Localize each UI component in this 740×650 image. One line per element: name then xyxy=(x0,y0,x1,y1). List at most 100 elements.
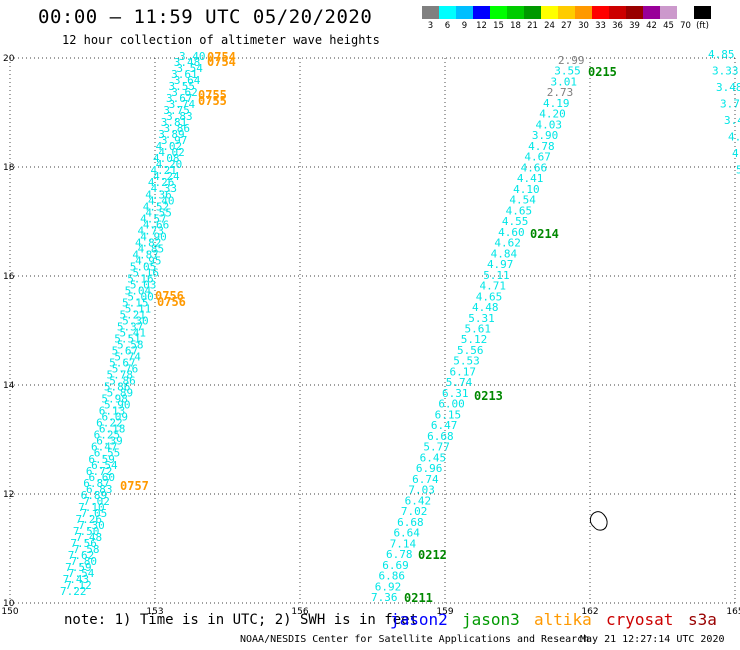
jason3-wave-height: 4.85 xyxy=(708,48,735,61)
altika-wave-height: 5.11 xyxy=(125,302,152,315)
x-tick-label: 150 xyxy=(1,607,18,617)
altika-wave-height: 4.20 xyxy=(156,158,183,171)
altika-wave-height: 5.41 xyxy=(120,327,147,340)
altika-wave-height: 7.10 xyxy=(78,501,105,514)
altika-wave-height: 7.80 xyxy=(70,555,97,568)
altika-wave-height: 5.98 xyxy=(101,393,128,406)
jason3-wave-height: 4.71 xyxy=(479,280,506,293)
jason3-pass-label: 0212 xyxy=(418,548,447,562)
altika-wave-height: 5.16 xyxy=(127,272,154,285)
altika-wave-height: 4.57 xyxy=(140,212,167,225)
altika-pass-label: 0755 xyxy=(198,88,227,102)
altika-wave-height: 4.36 xyxy=(145,188,172,201)
altika-wave-height: 7.62 xyxy=(68,549,95,562)
jason3-wave-height: 4.1 xyxy=(732,147,740,160)
altika-wave-height: 5.67 xyxy=(109,357,136,370)
legend-swatch xyxy=(473,6,490,19)
jason3-wave-height: 5.0 xyxy=(736,164,740,177)
altika-wave-height: 6.60 xyxy=(89,471,116,484)
altika-wave-height: 5.16 xyxy=(132,266,159,279)
altika-wave-height: 5.89 xyxy=(107,387,133,400)
jason3-pass-label: 0213 xyxy=(474,389,503,403)
legend-swatch xyxy=(575,6,592,19)
altika-wave-height: 5.04 xyxy=(125,284,152,297)
x-tick-label: 156 xyxy=(291,607,308,617)
jason3-wave-height: 5.56 xyxy=(457,344,484,357)
altika-wave-height: 3.86 xyxy=(163,122,190,135)
legend-label: 6 xyxy=(444,21,451,31)
footer-credit: NOAA/NESDIS Center for Satellite Applica… xyxy=(240,634,590,645)
satellite-name: altika xyxy=(534,610,592,629)
legend-swatch xyxy=(524,6,541,19)
altika-wave-height: 6.83 xyxy=(86,483,113,496)
jason3-wave-height: 4.20 xyxy=(539,108,566,121)
altika-wave-height: 5.51 xyxy=(114,333,140,346)
altika-pass-label: 0756 xyxy=(155,289,184,303)
altika-wave-height: 4.40 xyxy=(148,194,175,207)
altika-wave-height: 5.78 xyxy=(107,369,133,382)
jason3-wave-height: 6.74 xyxy=(412,473,439,486)
legend-label: 15 xyxy=(493,21,504,31)
jason3-wave-height: 3.77 xyxy=(720,98,740,111)
altika-wave-height: 5.58 xyxy=(117,339,144,352)
y-tick-label: 18 xyxy=(3,163,15,173)
legend-swatches xyxy=(422,6,711,19)
altika-wave-height: 7.12 xyxy=(65,579,92,592)
altika-wave-height: 5.30 xyxy=(122,314,148,327)
jason3-wave-height: 2.99 xyxy=(558,54,585,67)
altika-wave-height: 6.87 xyxy=(83,477,110,490)
altika-wave-height: 6.18 xyxy=(99,423,126,436)
altika-wave-height: 3.62 xyxy=(171,86,198,99)
jason3-wave-height: 7.14 xyxy=(390,537,417,550)
jason3-wave-height: 3.33 xyxy=(712,65,739,78)
jason3-wave-height: 6.15 xyxy=(435,408,462,421)
altika-wave-height: 4.85 xyxy=(138,242,165,255)
legend-label: 39 xyxy=(629,21,640,31)
jason3-wave-height: 4.65 xyxy=(506,204,533,217)
altika-wave-height: 6.09 xyxy=(101,411,128,424)
altika-wave-height: 3.61 xyxy=(171,68,198,81)
altika-wave-height: 3.81 xyxy=(161,116,188,129)
altika-wave-height: 6.39 xyxy=(96,435,123,448)
jason3-wave-height: 4.54 xyxy=(509,194,536,207)
satellite-name: jason2 xyxy=(390,610,448,629)
jason3-wave-height: 5.61 xyxy=(465,323,492,336)
legend-labels: 3 6 9 12 15 18 21 24 27 30 33 36 39 42 45 70 (ft) xyxy=(422,21,711,31)
legend-label: 12 xyxy=(476,21,487,31)
altika-wave-height: 7.58 xyxy=(73,543,100,556)
altika-pass-label: 0757 xyxy=(120,479,149,493)
y-tick-label: 12 xyxy=(3,490,14,500)
jason3-wave-height: 2.73 xyxy=(547,86,574,99)
legend-label: 18 xyxy=(510,21,521,31)
altika-wave-height: 6.89 xyxy=(81,489,108,502)
legend-swatch xyxy=(694,6,711,19)
y-tick-label: 20 xyxy=(3,54,15,64)
altika-wave-height: 3.83 xyxy=(166,110,193,123)
altika-wave-height: 4.02 xyxy=(158,146,185,159)
altika-wave-height: 6.72 xyxy=(86,465,113,478)
jason3-wave-height: 3.55 xyxy=(554,65,581,78)
x-tick-label: 162 xyxy=(581,607,598,617)
altika-wave-height: 3.97 xyxy=(161,134,188,147)
altika-wave-height: 5.86 xyxy=(104,381,131,394)
jason3-wave-height: 5.77 xyxy=(423,441,450,454)
altika-wave-height: 3.55 xyxy=(169,80,196,93)
jason3-wave-height: 6.86 xyxy=(378,570,405,583)
altika-wave-height: 3.40 xyxy=(179,50,206,63)
jason3-wave-height: 4.24 xyxy=(728,131,740,144)
jason3-wave-height: 6.00 xyxy=(438,398,465,411)
altika-wave-height: 7.54 xyxy=(68,567,95,580)
satellite-name: cryosat xyxy=(606,610,674,629)
altika-wave-height: 5.76 xyxy=(112,363,139,376)
jason3-wave-height: 6.92 xyxy=(375,580,402,593)
altika-wave-height: 7.30 xyxy=(78,519,105,532)
color-legend: 3 6 9 12 15 18 21 24 27 30 33 36 39 42 45 70 (ft) xyxy=(422,6,711,31)
altika-wave-height: 4.24 xyxy=(153,170,180,183)
altika-wave-height: 4.82 xyxy=(135,236,162,249)
legend-label: 33 xyxy=(595,21,606,31)
legend-swatch xyxy=(592,6,609,19)
altika-wave-height: 3.75 xyxy=(163,104,190,117)
altika-pass-label: 0754 xyxy=(207,55,236,69)
legend-label: 36 xyxy=(612,21,623,31)
